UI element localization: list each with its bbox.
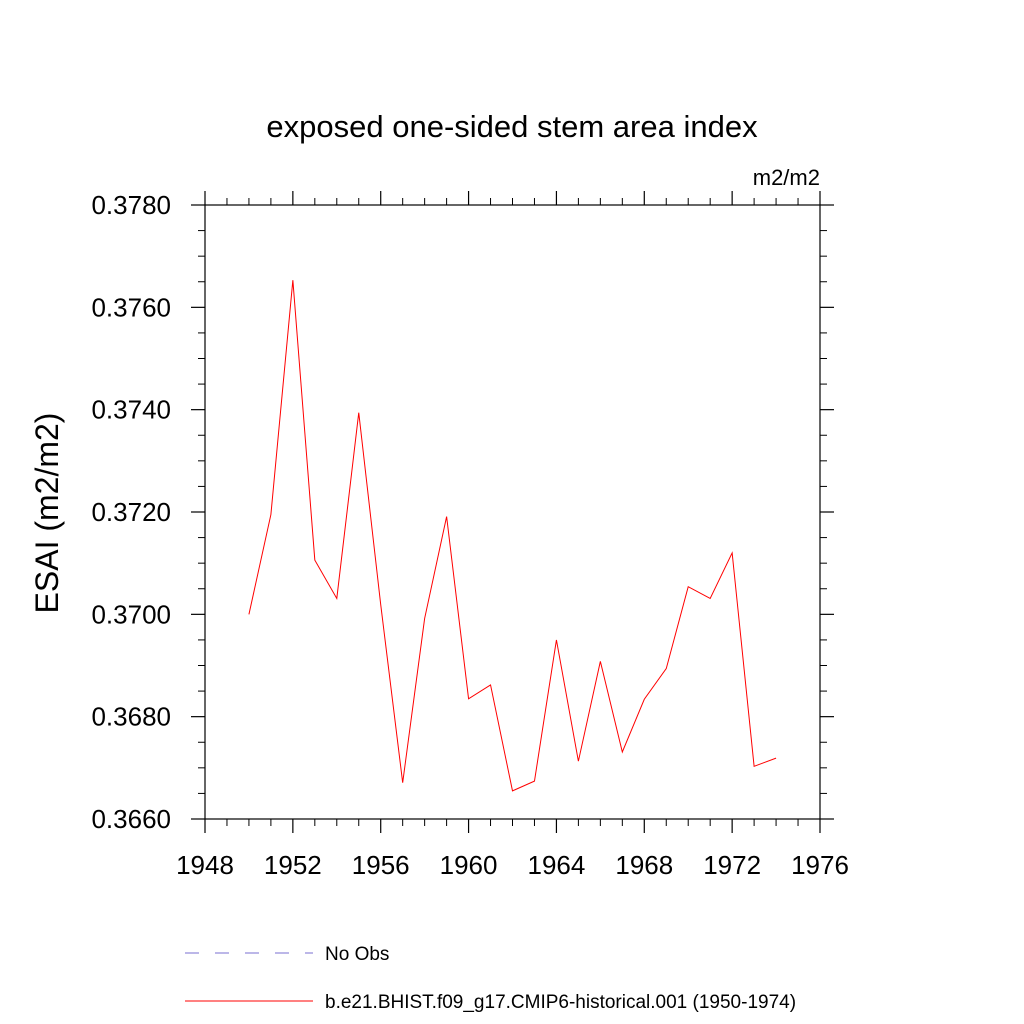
- y-axis-label: ESAI (m2/m2): [29, 413, 65, 614]
- x-tick-label: 1968: [615, 850, 673, 880]
- x-tick-label: 1964: [528, 850, 586, 880]
- legend-label-model-run: b.e21.BHIST.f09_g17.CMIP6-historical.001…: [325, 992, 796, 1013]
- x-tick-label: 1976: [791, 850, 849, 880]
- units-label: m2/m2: [753, 165, 820, 190]
- y-tick-label: 0.3780: [91, 190, 171, 220]
- y-tick-label: 0.3720: [91, 497, 171, 527]
- y-tick-label: 0.3660: [91, 804, 171, 834]
- x-tick-label: 1948: [176, 850, 234, 880]
- tick-labels-layer: 1948 1952 1956 1960 1964 1968 1972 1976 0.3660 0.…: [91, 190, 848, 880]
- legend-label-no-obs: No Obs: [325, 944, 389, 965]
- x-tick-label: 1956: [352, 850, 410, 880]
- x-tick-label: 1972: [703, 850, 761, 880]
- chart-title: exposed one-sided stem area index: [266, 109, 758, 144]
- x-tick-label: 1952: [264, 850, 322, 880]
- plot-frame: [204, 204, 821, 820]
- y-tick-label: 0.3700: [91, 599, 171, 629]
- y-tick-label: 0.3740: [91, 395, 171, 425]
- y-tick-label: 0.3680: [91, 702, 171, 732]
- legend: No Obs b.e21.BHIST.f09_g17.CMIP6-histori…: [185, 944, 796, 1013]
- series-line: [248, 280, 777, 792]
- x-tick-label: 1960: [440, 850, 498, 880]
- series-layer: [248, 280, 777, 792]
- ticks-layer: [191, 191, 834, 833]
- y-tick-label: 0.3760: [91, 292, 171, 322]
